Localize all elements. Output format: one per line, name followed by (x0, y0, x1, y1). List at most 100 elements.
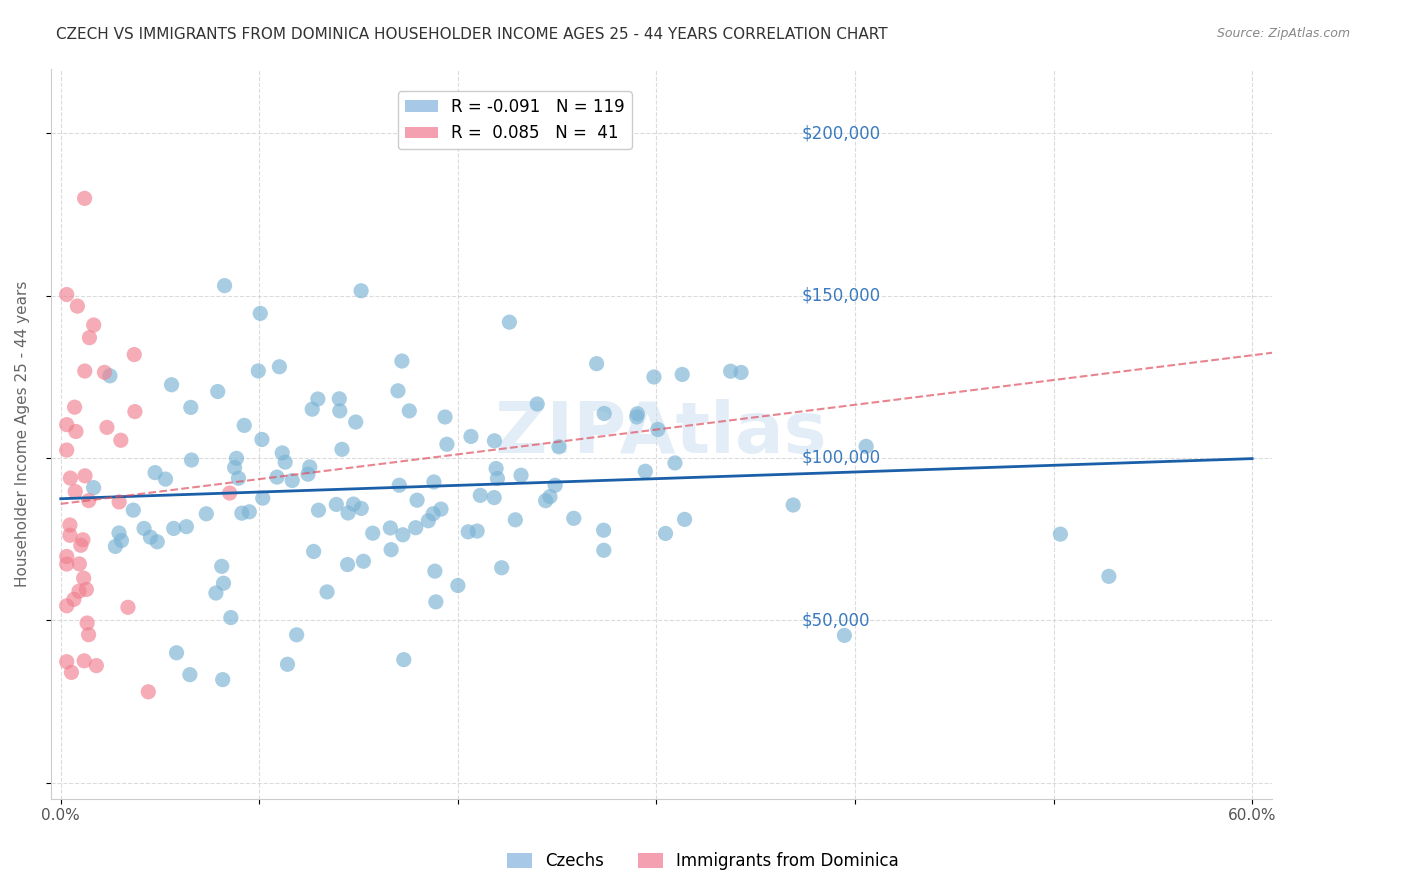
Point (484, 434, 506, 448)
Point (626, 407, 648, 421)
Point (271, 446, 294, 460)
Point (73, 191, 96, 205)
Point (486, 471, 509, 485)
Point (406, 493, 429, 508)
Point (430, 502, 453, 516)
Point (231, 506, 253, 520)
Point (398, 404, 420, 418)
Point (391, 354, 413, 368)
Point (482, 491, 505, 505)
Point (132, 521, 155, 535)
Point (72, 571, 94, 585)
Point (350, 501, 373, 516)
Point (307, 392, 329, 406)
Legend: R = -0.091   N = 119, R =  0.085   N =  41: R = -0.091 N = 119, R = 0.085 N = 41 (398, 92, 631, 149)
Point (117, 600, 139, 615)
Y-axis label: Householder Income Ages 25 - 44 years: Householder Income Ages 25 - 44 years (15, 280, 30, 587)
Point (1049, 527, 1071, 541)
Point (250, 433, 273, 447)
Point (76, 615, 98, 630)
Point (73, 364, 96, 378)
Point (405, 521, 427, 535)
Point (59, 471, 82, 485)
Point (344, 415, 367, 429)
Point (544, 478, 567, 492)
Point (176, 519, 198, 533)
Point (55, 417, 77, 432)
Point (387, 384, 409, 398)
Point (423, 564, 446, 578)
Text: $50,000: $50,000 (801, 611, 870, 629)
Point (55, 287, 77, 301)
Point (252, 491, 274, 505)
Text: $200,000: $200,000 (801, 124, 882, 143)
Point (65, 425, 87, 439)
Point (626, 409, 648, 424)
Point (67, 584, 90, 599)
Point (592, 543, 614, 558)
Point (180, 453, 202, 467)
Point (86, 658, 108, 673)
Point (55, 557, 77, 571)
Point (247, 364, 270, 378)
Point (55, 655, 77, 669)
Point (163, 521, 186, 535)
Point (69, 538, 91, 552)
Point (166, 646, 188, 660)
Point (855, 439, 877, 453)
Point (337, 506, 360, 520)
Point (498, 315, 520, 329)
Point (392, 528, 415, 542)
Point (63, 400, 86, 414)
Point (214, 278, 236, 293)
Point (585, 357, 607, 371)
Point (562, 511, 585, 525)
Point (422, 507, 444, 521)
Point (510, 468, 533, 483)
Point (207, 384, 229, 399)
Point (219, 610, 242, 624)
Point (238, 505, 260, 519)
Point (302, 544, 325, 558)
Point (146, 534, 169, 549)
Point (720, 364, 742, 378)
Text: $100,000: $100,000 (801, 449, 882, 467)
Point (281, 474, 304, 488)
Point (139, 530, 162, 544)
Point (218, 486, 240, 500)
Point (673, 512, 696, 526)
Point (155, 472, 177, 486)
Point (592, 523, 614, 537)
Point (436, 437, 458, 451)
Point (266, 470, 288, 484)
Point (425, 595, 447, 609)
Point (249, 306, 271, 320)
Point (330, 442, 353, 457)
Point (325, 497, 347, 511)
Point (380, 542, 402, 557)
Point (211, 673, 233, 687)
Point (122, 503, 145, 517)
Point (160, 377, 183, 392)
Point (93, 365, 115, 379)
Point (671, 368, 693, 382)
Point (730, 366, 752, 380)
Point (297, 467, 319, 482)
Point (77, 493, 100, 508)
Point (224, 460, 246, 475)
Point (647, 422, 669, 436)
Point (83, 318, 105, 332)
Point (66, 299, 89, 313)
Point (423, 475, 446, 489)
Point (834, 628, 856, 642)
Point (63, 592, 86, 607)
Text: CZECH VS IMMIGRANTS FROM DOMINICA HOUSEHOLDER INCOME AGES 25 - 44 YEARS CORRELAT: CZECH VS IMMIGRANTS FROM DOMINICA HOUSEH… (56, 27, 887, 42)
Text: ZIPAtlas: ZIPAtlas (495, 399, 828, 468)
Point (782, 498, 804, 512)
Point (1098, 569, 1121, 583)
Point (350, 284, 373, 298)
Point (664, 456, 686, 470)
Point (180, 401, 202, 415)
Point (593, 407, 616, 421)
Point (108, 526, 131, 541)
